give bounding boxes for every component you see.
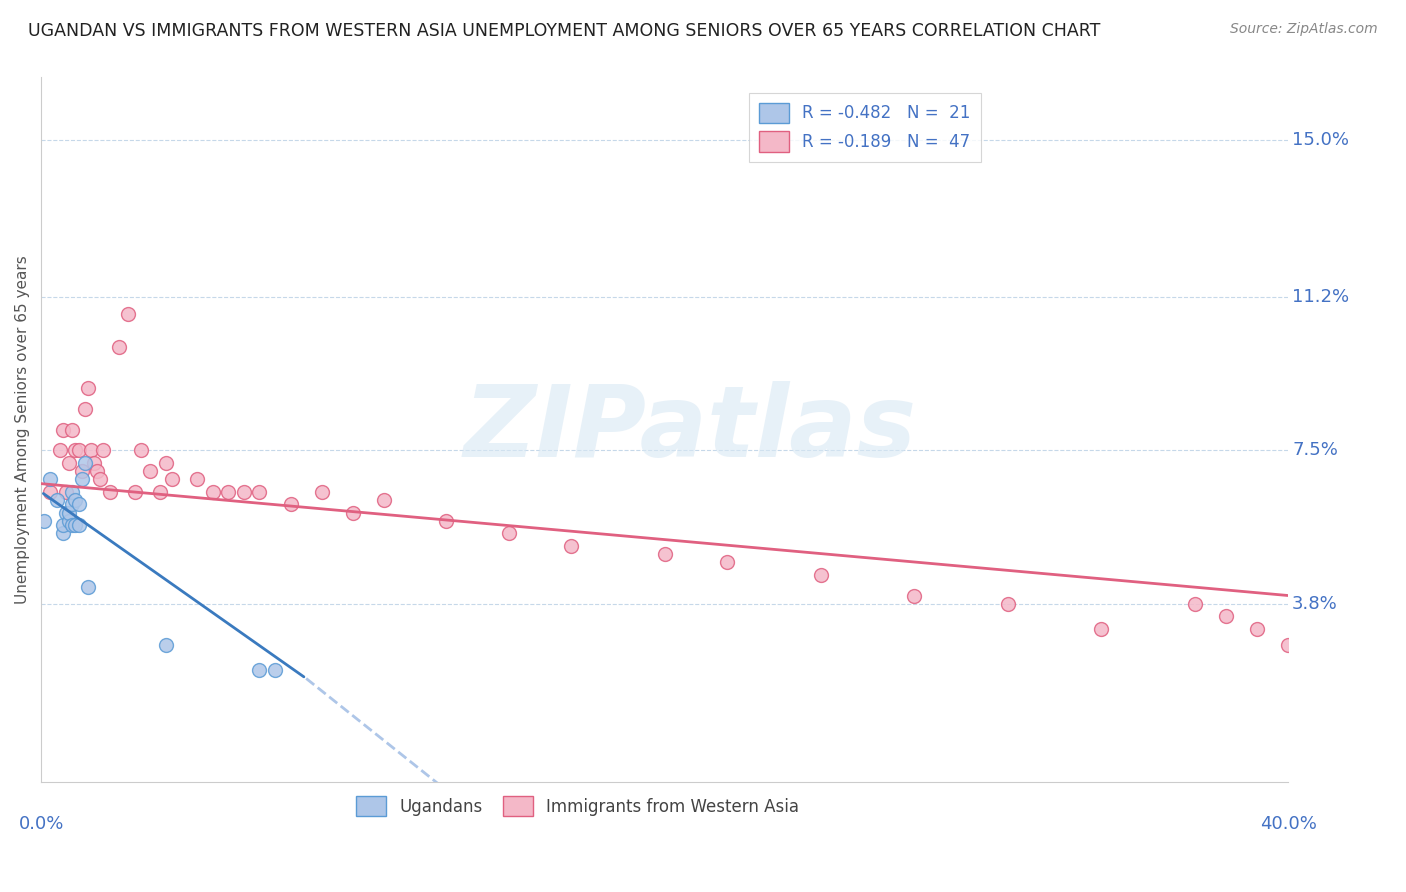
- Point: [155, 638, 177, 652]
- Point: [264, 663, 287, 677]
- Point: [155, 456, 177, 470]
- Point: [73, 456, 96, 470]
- Point: [39, 473, 62, 487]
- Point: [60, 518, 83, 533]
- Point: [52, 518, 75, 533]
- Point: [1246, 622, 1268, 636]
- Point: [373, 493, 395, 508]
- Point: [39, 484, 62, 499]
- Point: [810, 567, 832, 582]
- Point: [117, 307, 139, 321]
- Y-axis label: Unemployment Among Seniors over 65 years: Unemployment Among Seniors over 65 years: [15, 255, 30, 604]
- Point: [49, 443, 72, 458]
- Point: [93, 443, 115, 458]
- Point: [217, 484, 239, 499]
- Point: [436, 514, 458, 528]
- Point: [160, 473, 183, 487]
- Point: [903, 589, 925, 603]
- Text: 3.8%: 3.8%: [1292, 595, 1339, 613]
- Point: [139, 464, 162, 478]
- Text: 0.0%: 0.0%: [18, 815, 63, 833]
- Point: [654, 547, 676, 561]
- Point: [1215, 609, 1237, 624]
- Text: UGANDAN VS IMMIGRANTS FROM WESTERN ASIA UNEMPLOYMENT AMONG SENIORS OVER 65 YEARS: UGANDAN VS IMMIGRANTS FROM WESTERN ASIA …: [28, 22, 1101, 40]
- Point: [80, 443, 103, 458]
- Point: [129, 443, 152, 458]
- Point: [55, 484, 77, 499]
- Point: [201, 484, 224, 499]
- Point: [45, 493, 67, 508]
- Text: ZIPatlas: ZIPatlas: [463, 381, 917, 478]
- Point: [55, 506, 77, 520]
- Text: 15.0%: 15.0%: [1292, 130, 1350, 149]
- Point: [1090, 622, 1112, 636]
- Point: [77, 381, 100, 395]
- Point: [67, 497, 90, 511]
- Point: [60, 484, 83, 499]
- Point: [232, 484, 254, 499]
- Point: [32, 514, 55, 528]
- Legend: Ugandans, Immigrants from Western Asia: Ugandans, Immigrants from Western Asia: [349, 789, 806, 823]
- Point: [997, 597, 1019, 611]
- Point: [58, 506, 80, 520]
- Point: [70, 473, 93, 487]
- Point: [86, 464, 108, 478]
- Point: [65, 518, 87, 533]
- Point: [70, 464, 93, 478]
- Text: 7.5%: 7.5%: [1292, 442, 1339, 459]
- Point: [89, 473, 111, 487]
- Point: [560, 539, 582, 553]
- Point: [67, 518, 90, 533]
- Point: [65, 443, 87, 458]
- Point: [83, 456, 105, 470]
- Point: [716, 555, 738, 569]
- Point: [98, 484, 121, 499]
- Point: [108, 340, 131, 354]
- Text: 11.2%: 11.2%: [1292, 288, 1350, 306]
- Point: [498, 526, 520, 541]
- Point: [311, 484, 333, 499]
- Point: [1277, 638, 1299, 652]
- Text: Source: ZipAtlas.com: Source: ZipAtlas.com: [1230, 22, 1378, 37]
- Point: [186, 473, 208, 487]
- Point: [149, 484, 172, 499]
- Point: [280, 497, 302, 511]
- Point: [52, 423, 75, 437]
- Point: [60, 497, 83, 511]
- Point: [58, 514, 80, 528]
- Point: [73, 402, 96, 417]
- Point: [65, 493, 87, 508]
- Text: 40.0%: 40.0%: [1260, 815, 1317, 833]
- Point: [60, 423, 83, 437]
- Point: [52, 526, 75, 541]
- Point: [342, 506, 364, 520]
- Point: [247, 484, 270, 499]
- Point: [67, 443, 90, 458]
- Point: [247, 663, 270, 677]
- Point: [124, 484, 146, 499]
- Point: [77, 580, 100, 594]
- Point: [58, 456, 80, 470]
- Point: [1184, 597, 1206, 611]
